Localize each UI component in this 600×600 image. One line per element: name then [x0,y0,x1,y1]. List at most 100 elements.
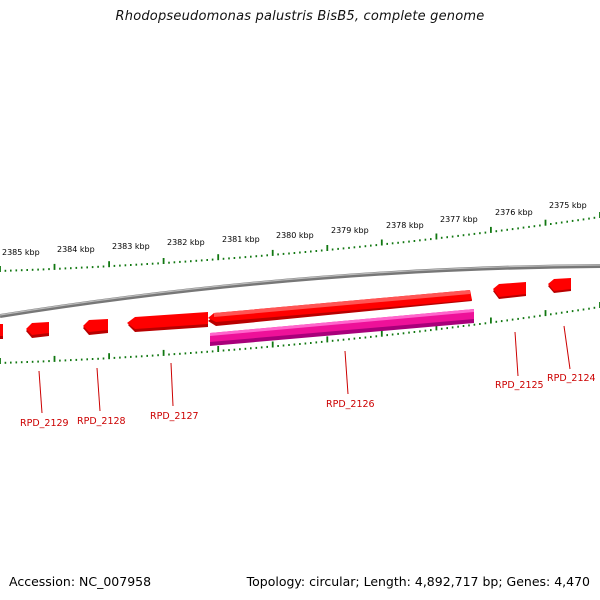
gene-label-rpd-2128[interactable]: RPD_2128 [77,416,126,427]
genome-backbone-highlight [0,264,600,316]
inner-minor-tick [506,319,508,322]
outer-major-tick [271,249,274,256]
outer-minor-tick [348,246,350,249]
gene-label-rpd-2124[interactable]: RPD_2124 [547,373,596,384]
inner-minor-tick [359,337,361,339]
outer-minor-tick [42,268,45,271]
inner-minor-tick [168,353,170,356]
outer-minor-tick [555,222,558,225]
outer-minor-tick [140,263,143,266]
gene-label-rpd-2126[interactable]: RPD_2126 [326,399,375,410]
inner-minor-tick [337,339,339,342]
inner-major-tick [162,349,165,356]
outer-minor-tick [211,258,214,261]
outer-minor-tick [59,267,61,270]
outer-minor-tick [151,262,154,265]
inner-minor-tick [266,345,268,348]
inner-minor-tick [211,350,214,353]
outer-minor-tick [255,255,258,258]
inner-minor-tick [315,341,318,344]
outer-minor-tick [179,260,181,263]
inner-minor-tick [446,327,448,330]
outer-minor-tick [250,255,252,258]
gene-label-rpd-2129[interactable]: RPD_2129 [20,418,69,429]
inner-minor-tick [102,357,105,360]
inner-minor-tick [555,312,558,315]
inner-minor-tick [190,352,192,354]
outer-minor-tick [135,263,138,266]
gene-feature-rpd-2128[interactable] [83,319,108,335]
inner-minor-tick [151,354,154,357]
gene-feature-partial-left[interactable] [0,324,3,339]
inner-minor-tick [370,335,372,338]
inner-minor-tick [430,329,432,332]
outer-major-tick [326,245,329,251]
inner-minor-tick [588,307,590,310]
gene-feature-rpd-2124[interactable] [548,278,571,293]
outer-minor-tick [566,220,568,223]
outer-minor-tick [277,253,279,256]
rna-feature-rpd-2126[interactable] [210,309,474,346]
outer-minor-tick [511,228,514,231]
outer-minor-tick [353,246,356,249]
inner-minor-tick [4,361,7,364]
gene-feature-large[interactable] [208,290,472,326]
inner-minor-tick [293,343,296,346]
inner-major-tick [490,317,492,324]
inner-minor-tick [451,326,454,329]
outer-minor-tick [184,260,187,263]
outer-minor-tick [124,264,127,267]
gene-feature-rpd-2127[interactable] [127,312,208,332]
inner-minor-tick [566,310,568,313]
outer-minor-tick [228,257,230,260]
gene-label-rpd-2127[interactable]: RPD_2127 [150,411,199,422]
inner-minor-tick [408,331,410,334]
inner-minor-tick [593,306,596,309]
inner-minor-tick [135,355,138,358]
inner-minor-tick [582,308,585,311]
inner-minor-tick [130,355,132,358]
outer-tick-ruler [0,212,600,272]
outer-minor-tick [195,259,198,262]
outer-major-tick [217,254,220,261]
gene-feature-rpd-2129[interactable] [26,322,49,338]
outer-minor-tick [244,256,247,259]
inner-major-tick [544,310,547,317]
outer-minor-tick [419,239,421,242]
inner-minor-tick [479,323,481,325]
gene-label-rpd-2125[interactable]: RPD_2125 [495,380,544,391]
outer-minor-tick [560,221,563,224]
inner-minor-tick [113,356,116,359]
inner-minor-tick [402,332,405,335]
outer-minor-tick [457,234,459,237]
inner-minor-tick [222,349,225,352]
outer-minor-tick [48,268,50,271]
inner-major-tick [271,341,274,348]
outer-minor-tick [522,226,525,229]
inner-minor-tick [424,329,427,332]
kbp-label-2383: 2383 kbp [112,242,150,251]
outer-minor-tick [86,266,88,269]
outer-minor-tick [200,259,203,262]
outer-minor-tick [473,232,476,235]
outer-minor-tick [304,251,307,253]
inner-minor-tick [577,309,579,312]
inner-minor-tick [260,346,263,349]
inner-minor-tick [200,351,203,354]
outer-minor-tick [10,269,12,272]
inner-minor-tick [495,320,498,323]
inner-minor-tick [348,338,350,341]
outer-minor-tick [337,247,339,250]
inner-major-tick [0,358,1,364]
inner-minor-tick [26,361,28,363]
outer-minor-tick [288,252,290,255]
leader-line-rpd-2127 [170,362,174,407]
inner-minor-tick [528,316,530,319]
outer-minor-tick [539,224,541,227]
outer-major-tick [435,233,438,240]
inner-minor-tick [184,352,187,355]
inner-minor-tick [244,347,247,350]
inner-minor-tick [375,335,378,338]
gene-feature-rpd-2125[interactable] [493,282,526,299]
outer-minor-tick [331,248,334,251]
